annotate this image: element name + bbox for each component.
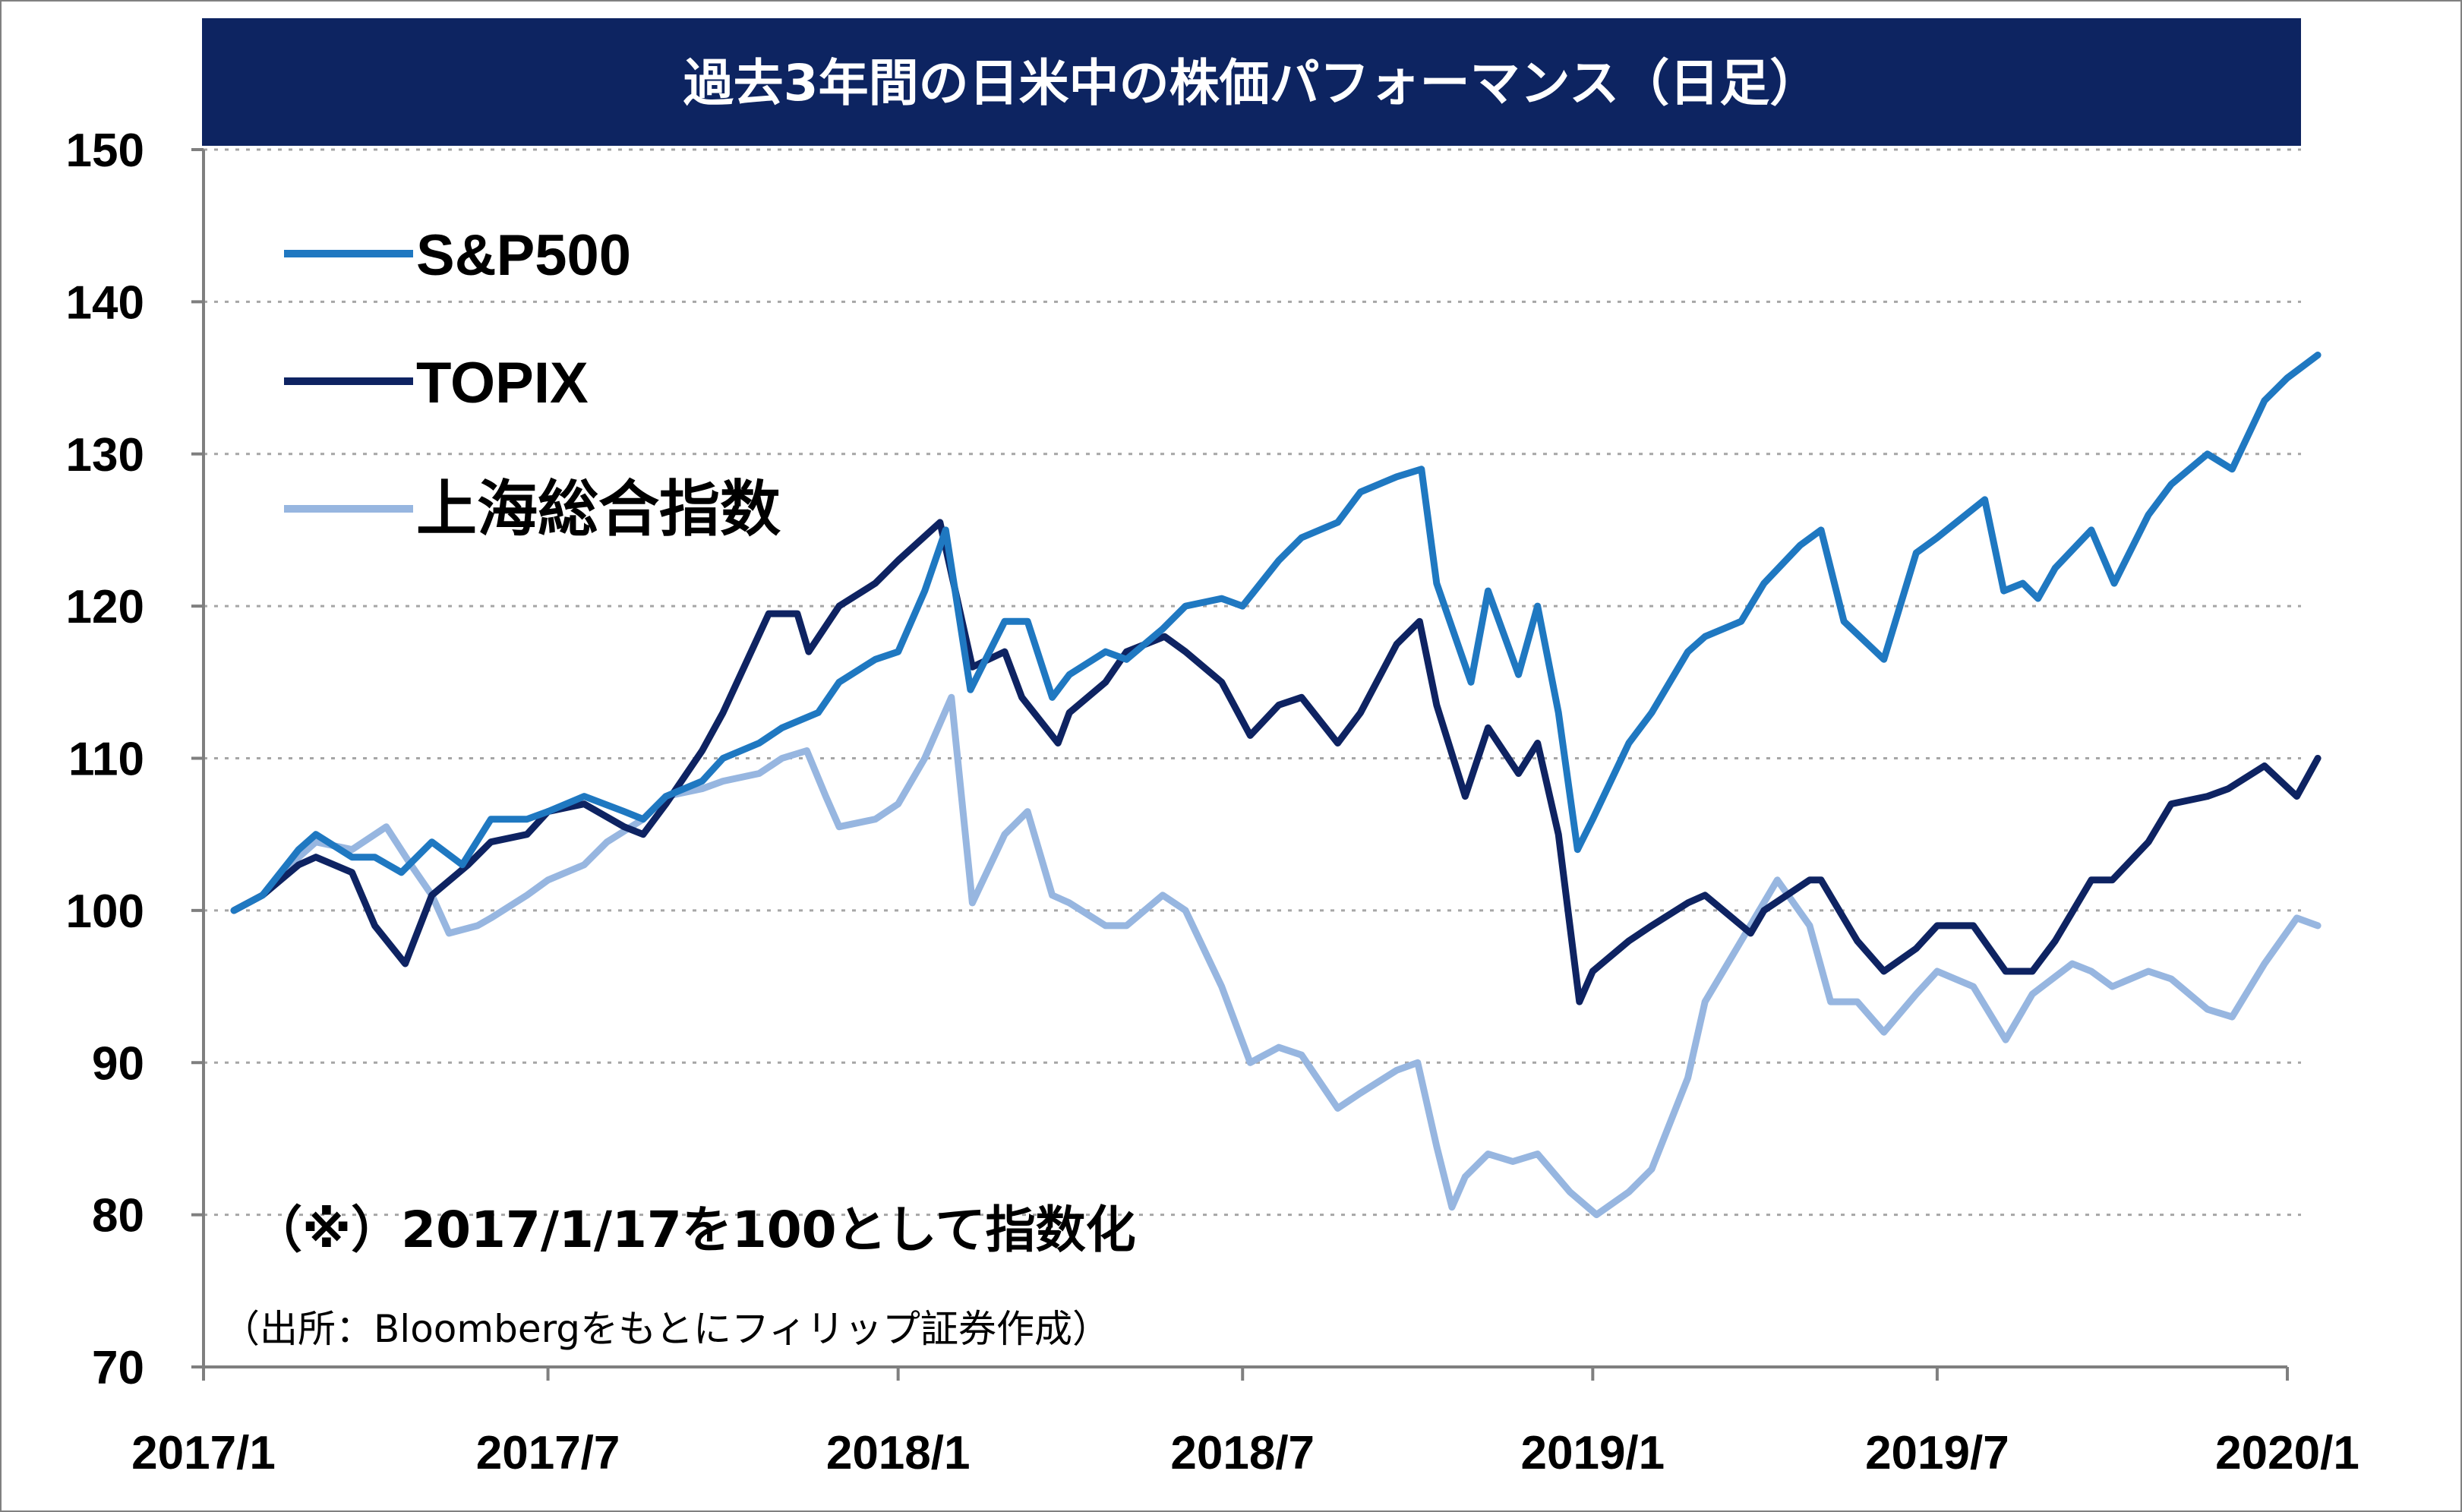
x-tick-label: 2019/7 bbox=[1865, 1427, 2009, 1479]
legend-label-sp500: S&P500 bbox=[416, 223, 631, 288]
x-tick-label: 2020/1 bbox=[2215, 1427, 2359, 1479]
y-tick-label: 120 bbox=[66, 581, 144, 633]
y-tick-label: 150 bbox=[66, 125, 144, 177]
series-line-topix bbox=[230, 519, 2322, 1005]
x-tick-label: 2017/1 bbox=[131, 1427, 276, 1479]
x-tick-label: 2018/7 bbox=[1170, 1427, 1315, 1479]
grid-lines bbox=[204, 148, 2301, 1217]
legend-label-topix: TOPIX bbox=[416, 351, 589, 415]
y-tick-label: 70 bbox=[92, 1342, 144, 1394]
x-tick-label: 2017/7 bbox=[476, 1427, 620, 1479]
y-tick-labels: 70 80 90 100 110 120 130 140 150 bbox=[66, 125, 144, 1394]
legend-label-shanghai: 上海総合指数 bbox=[416, 474, 781, 545]
x-tick-label: 2019/1 bbox=[1521, 1427, 1665, 1479]
x-tick-label: 2018/1 bbox=[826, 1427, 971, 1479]
x-tick-labels: 2017/1 2017/7 2018/1 2018/7 2019/1 2019/7 2020… bbox=[131, 1427, 2359, 1479]
series-line-sp500 bbox=[230, 352, 2322, 914]
chart-title: 過去3年間の日米中の株価パフォーマンス（日足） bbox=[683, 54, 1820, 112]
y-tick-label: 80 bbox=[92, 1190, 144, 1242]
series-line-shanghai bbox=[230, 693, 2322, 1219]
y-tick-label: 100 bbox=[66, 885, 144, 938]
chart-note: （※）2017/1/17を100として指数化 bbox=[252, 1201, 1136, 1259]
y-tick-label: 130 bbox=[66, 429, 144, 481]
axes bbox=[191, 148, 2289, 1381]
y-tick-label: 140 bbox=[66, 276, 144, 329]
series-lines bbox=[230, 352, 2322, 1219]
chart-title-bar bbox=[202, 18, 2301, 146]
legend: S&P500 TOPIX 上海総合指数 bbox=[284, 223, 781, 545]
y-tick-label: 110 bbox=[68, 734, 144, 786]
y-tick-label: 90 bbox=[92, 1037, 144, 1090]
chart-source: （出所：Bloombergをもとにフィリップ証券作成） bbox=[222, 1307, 1110, 1351]
